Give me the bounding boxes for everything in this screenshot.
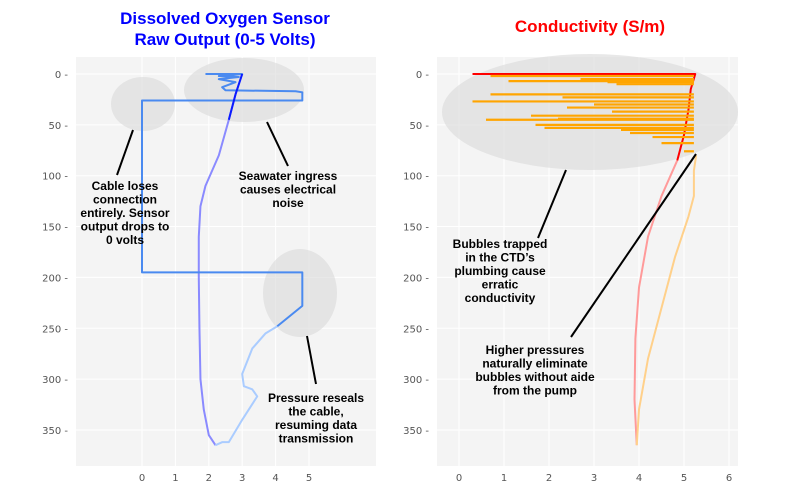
annotation-line: conductivity — [465, 291, 536, 305]
x-tick-label: 4 — [272, 473, 278, 484]
y-tick-label: 250 - — [403, 324, 429, 335]
annotation-line: bubbles without aide — [475, 370, 595, 384]
series-line-0 — [472, 73, 697, 161]
annotation-line: 0 volts — [106, 233, 144, 247]
series-line-2 — [141, 73, 304, 327]
annotation-line: Pressure reseals — [268, 391, 364, 405]
y-tick-label: 200 - — [403, 273, 429, 284]
y-tick-label: 300 - — [42, 375, 68, 386]
annotation-arrow — [266, 121, 289, 167]
chart-panel-0: 0 1 2 3 4 50 -50 -100 -150 -200 -250 -300 -35… — [42, 9, 376, 484]
y-tick-label: 350 - — [42, 426, 68, 437]
annotation-line: from the pump — [493, 384, 577, 398]
annotation-line: naturally eliminate — [482, 357, 588, 371]
x-tick-label: 6 — [726, 473, 732, 484]
annotation-line: causes electrical — [240, 183, 336, 197]
annotation-line: resuming data — [275, 418, 357, 432]
x-tick-label: 2 — [206, 473, 212, 484]
y-tick-label: 100 - — [42, 172, 68, 183]
x-tick-label: 5 — [306, 473, 312, 484]
annotation-arrow — [306, 335, 317, 385]
title-line: Conductivity (S/m) — [515, 17, 665, 36]
x-tick-label: 5 — [681, 473, 687, 484]
x-tick-label: 2 — [546, 473, 552, 484]
x-tick-label: 0 — [139, 473, 145, 484]
annotation-arrow — [116, 129, 134, 176]
y-tick-label: 300 - — [403, 375, 429, 386]
annotation-line: erratic — [482, 278, 519, 292]
y-tick-label: 350 - — [403, 426, 429, 437]
annotation-line: the cable, — [288, 405, 343, 419]
x-tick-label: 0 — [456, 473, 462, 484]
x-tick-label: 3 — [591, 473, 597, 484]
title-line: Dissolved Oxygen Sensor — [120, 9, 330, 28]
annotation-line: connection — [93, 193, 157, 207]
annotation-line: noise — [272, 196, 304, 210]
annotation-line: output drops to — [81, 220, 170, 234]
y-tick-label: 250 - — [42, 324, 68, 335]
y-tick-label: 50 - — [409, 121, 429, 132]
y-tick-label: 0 - — [55, 70, 69, 81]
y-tick-label: 50 - — [48, 121, 68, 132]
y-tick-label: 200 - — [42, 273, 68, 284]
series-line-1 — [633, 160, 679, 446]
y-tick-label: 150 - — [42, 223, 68, 234]
y-tick-label: 100 - — [403, 172, 429, 183]
x-tick-label: 3 — [239, 473, 245, 484]
chart-title: Conductivity (S/m) — [515, 17, 665, 36]
annotation-line: in the CTD’s — [465, 251, 535, 265]
annotation-line: Higher pressures — [486, 343, 585, 357]
y-tick-label: 0 - — [416, 70, 430, 81]
annotation-line: Bubbles trapped — [453, 237, 548, 251]
y-tick-label: 150 - — [403, 223, 429, 234]
annotation-text: Bubbles trapped in the CTD’s plumbing caus… — [453, 237, 548, 305]
highlight-ellipse — [263, 249, 337, 337]
chart-panel-1: 0 1 2 3 4 5 6 0 - 50 - 100 - 150 - 200 - 250 - 300 - 3… — [403, 17, 738, 484]
x-tick-label: 1 — [501, 473, 507, 484]
annotation-line: plumbing cause — [454, 264, 546, 278]
annotation-line: Seawater ingress — [239, 169, 338, 183]
chart-title: Dissolved Oxygen Sensor Raw Output (0-5 V… — [120, 9, 330, 49]
annotation-text: Higher pressures naturally eliminate bubbl… — [475, 343, 595, 398]
annotation-line: Cable loses — [92, 179, 159, 193]
annotation-text: Cable loses connection entirely. Sensor out… — [80, 179, 169, 247]
annotation-arrow — [537, 169, 567, 239]
annotation-line: transmission — [279, 432, 354, 446]
series-line-1 — [215, 325, 278, 447]
annotation-line: entirely. Sensor — [80, 206, 169, 220]
series-line-2 — [635, 155, 698, 446]
annotation-text: Pressure reseals the cable, resuming data t… — [268, 391, 364, 446]
x-tick-label: 4 — [636, 473, 642, 484]
annotation-text: Seawater ingress causes electrical noise — [239, 169, 338, 210]
annotation-arrow — [570, 153, 697, 338]
series-line-3 — [227, 73, 244, 121]
title-line: Raw Output (0-5 Volts) — [134, 30, 315, 49]
x-tick-label: 1 — [172, 473, 178, 484]
